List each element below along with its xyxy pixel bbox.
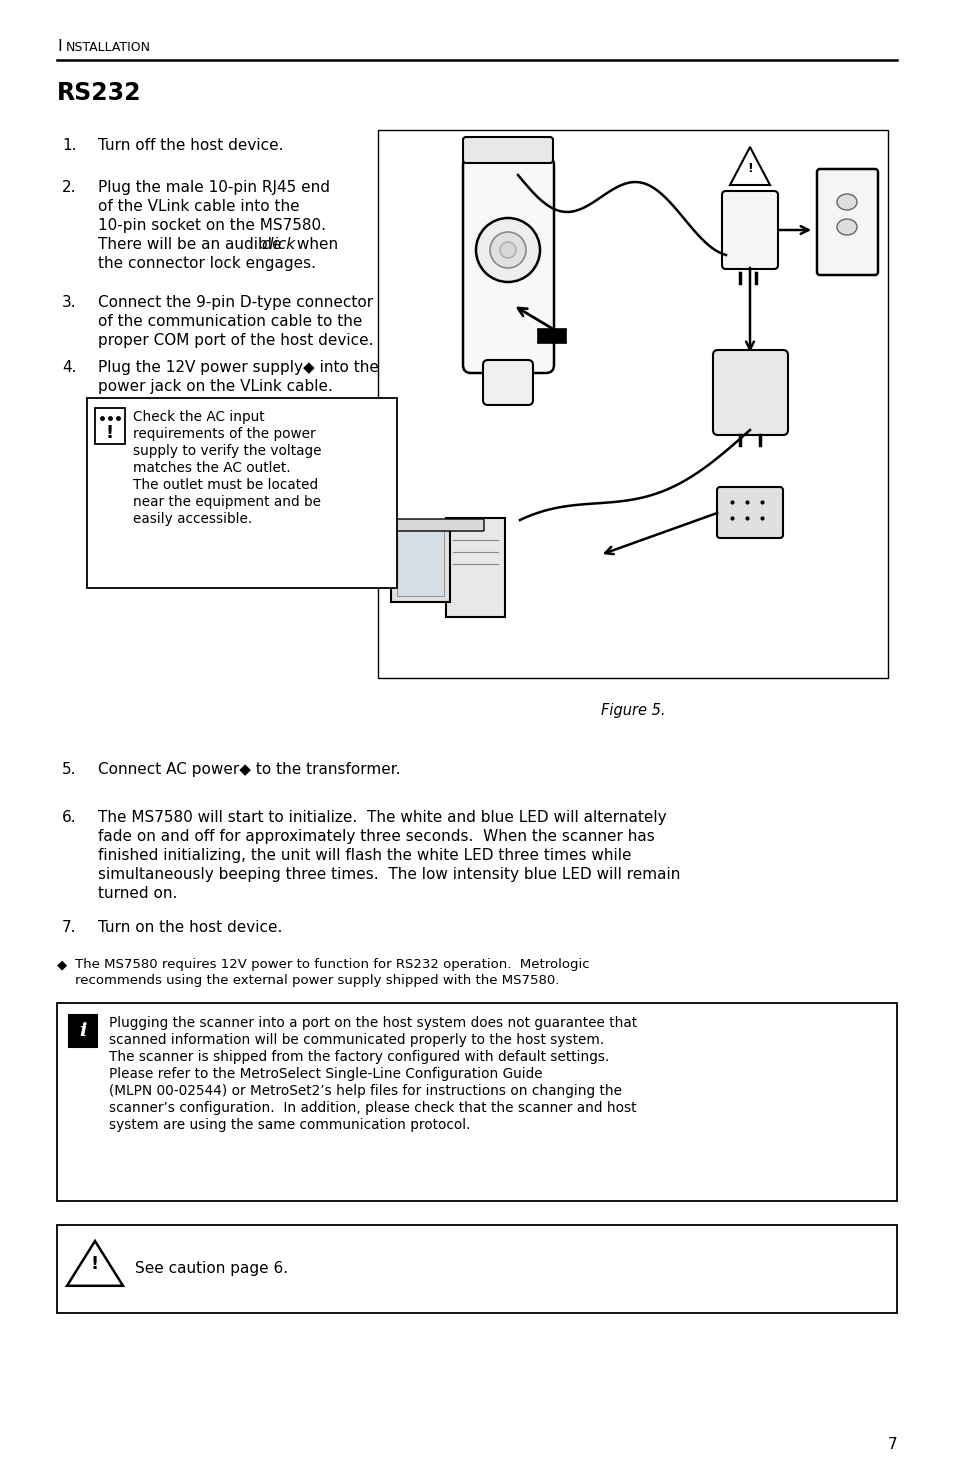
Text: Plug the male 10-pin RJ45 end: Plug the male 10-pin RJ45 end	[98, 180, 330, 195]
FancyBboxPatch shape	[392, 519, 483, 531]
Text: !: !	[91, 1255, 99, 1273]
Text: click: click	[261, 237, 295, 252]
Text: the connector lock engages.: the connector lock engages.	[98, 257, 315, 271]
FancyBboxPatch shape	[446, 518, 504, 617]
Text: turned on.: turned on.	[98, 886, 177, 901]
Text: easily accessible.: easily accessible.	[132, 512, 252, 527]
Text: 5.: 5.	[62, 763, 76, 777]
Text: supply to verify the voltage: supply to verify the voltage	[132, 444, 321, 459]
Circle shape	[490, 232, 525, 268]
Text: proper COM port of the host device.: proper COM port of the host device.	[98, 333, 374, 348]
Text: finished initializing, the unit will flash the white LED three times while: finished initializing, the unit will fla…	[98, 848, 631, 863]
Text: RS232: RS232	[57, 81, 141, 105]
Text: Please refer to the MetroSelect Single-Line Configuration Guide: Please refer to the MetroSelect Single-L…	[109, 1066, 542, 1081]
Text: The outlet must be located: The outlet must be located	[132, 478, 317, 493]
Text: Connect AC power◆ to the transformer.: Connect AC power◆ to the transformer.	[98, 763, 400, 777]
Ellipse shape	[836, 218, 856, 235]
Text: of the communication cable to the: of the communication cable to the	[98, 314, 362, 329]
Text: power jack on the VLink cable.: power jack on the VLink cable.	[98, 379, 333, 394]
FancyBboxPatch shape	[816, 170, 877, 274]
Text: near the equipment and be: near the equipment and be	[132, 496, 320, 509]
Text: Plug the 12V power supply◆ into the: Plug the 12V power supply◆ into the	[98, 360, 378, 375]
FancyBboxPatch shape	[482, 360, 533, 406]
Circle shape	[476, 218, 539, 282]
Text: Figure 5.: Figure 5.	[600, 704, 664, 718]
Text: Plugging the scanner into a port on the host system does not guarantee that: Plugging the scanner into a port on the …	[109, 1016, 637, 1030]
Text: Turn on the host device.: Turn on the host device.	[98, 920, 282, 935]
Text: system are using the same communication protocol.: system are using the same communication …	[109, 1118, 470, 1131]
Polygon shape	[67, 1240, 123, 1286]
Text: Connect the 9-pin D-type connector: Connect the 9-pin D-type connector	[98, 295, 373, 310]
Text: recommends using the external power supply shipped with the MS7580.: recommends using the external power supp…	[75, 974, 558, 987]
Text: 7: 7	[886, 1437, 896, 1451]
Bar	[69, 1015, 97, 1047]
Text: The scanner is shipped from the factory configured with default settings.: The scanner is shipped from the factory …	[109, 1050, 609, 1063]
Polygon shape	[729, 148, 769, 184]
Text: when: when	[292, 237, 338, 252]
Text: The MS7580 will start to initialize.  The white and blue LED will alternately: The MS7580 will start to initialize. The…	[98, 810, 666, 825]
Text: !: !	[746, 162, 752, 176]
Text: 3.: 3.	[62, 295, 76, 310]
FancyBboxPatch shape	[462, 137, 553, 164]
Text: fade on and off for approximately three seconds.  When the scanner has: fade on and off for approximately three …	[98, 829, 654, 844]
Bar	[57, 1003, 896, 1201]
Text: See caution page 6.: See caution page 6.	[135, 1261, 288, 1276]
Text: scanned information will be communicated properly to the host system.: scanned information will be communicated…	[109, 1032, 603, 1047]
Text: ◆: ◆	[57, 957, 67, 971]
Text: I: I	[57, 38, 62, 55]
Text: simultaneously beeping three times.  The low intensity blue LED will remain: simultaneously beeping three times. The …	[98, 867, 679, 882]
Text: of the VLink cable into the: of the VLink cable into the	[98, 199, 299, 214]
Text: 2.: 2.	[62, 180, 76, 195]
FancyBboxPatch shape	[717, 487, 782, 538]
Text: There will be an audible: There will be an audible	[98, 237, 286, 252]
Bar	[95, 409, 125, 444]
Text: scanner’s configuration.  In addition, please check that the scanner and host: scanner’s configuration. In addition, pl…	[109, 1100, 636, 1115]
Bar	[57, 1226, 896, 1313]
FancyBboxPatch shape	[396, 530, 443, 596]
FancyBboxPatch shape	[721, 190, 778, 268]
Text: (MLPN 00-02544) or MetroSet2’s help files for instructions on changing the: (MLPN 00-02544) or MetroSet2’s help file…	[109, 1084, 621, 1097]
Ellipse shape	[836, 195, 856, 209]
Text: NSTALLATION: NSTALLATION	[66, 41, 151, 55]
Text: 10-pin socket on the MS7580.: 10-pin socket on the MS7580.	[98, 218, 326, 233]
Text: 1.: 1.	[62, 139, 76, 153]
Text: i: i	[79, 1022, 87, 1040]
FancyBboxPatch shape	[462, 156, 554, 373]
Text: Turn off the host device.: Turn off the host device.	[98, 139, 283, 153]
Text: 6.: 6.	[62, 810, 76, 825]
Text: !: !	[106, 423, 114, 442]
Bar	[377, 130, 887, 678]
Circle shape	[499, 242, 516, 258]
Text: matches the AC outlet.: matches the AC outlet.	[132, 462, 291, 475]
Bar	[87, 398, 396, 589]
Text: requirements of the power: requirements of the power	[132, 426, 315, 441]
Text: Check the AC input: Check the AC input	[132, 410, 264, 423]
Text: 4.: 4.	[62, 360, 76, 375]
Text: 7.: 7.	[62, 920, 76, 935]
FancyBboxPatch shape	[712, 350, 787, 435]
FancyBboxPatch shape	[391, 524, 450, 602]
Bar	[537, 329, 565, 344]
Text: The MS7580 requires 12V power to function for RS232 operation.  Metrologic: The MS7580 requires 12V power to functio…	[75, 957, 589, 971]
